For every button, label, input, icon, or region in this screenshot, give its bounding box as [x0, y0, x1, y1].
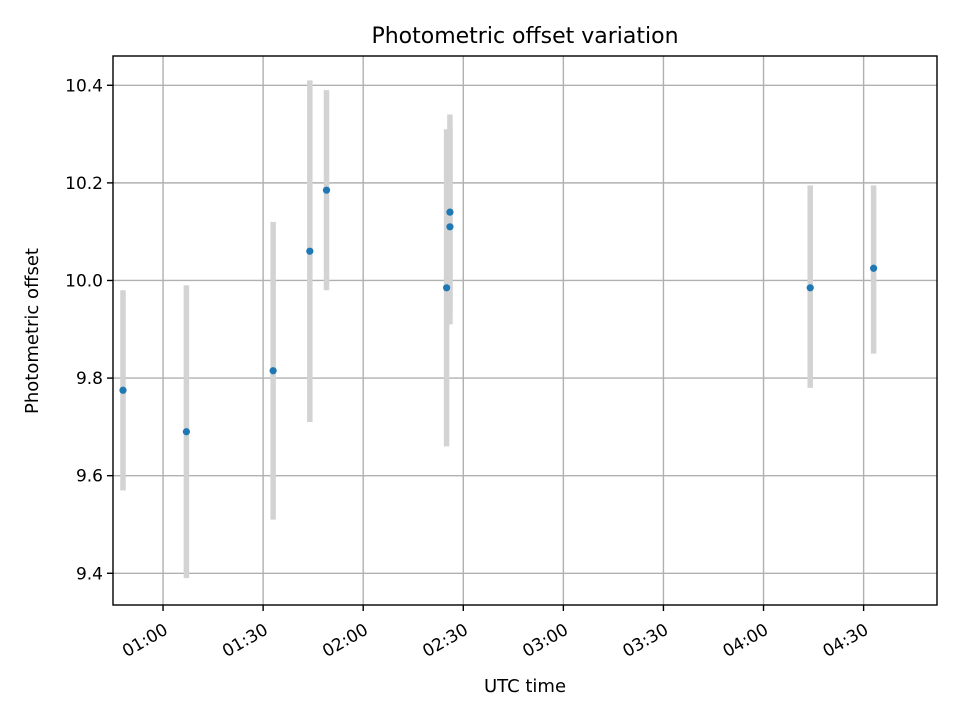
y-axis-label: Photometric offset	[22, 248, 43, 414]
x-axis-ticks: 01:00 01:30 02:00 02:30 03:00 03:30 04:00 04:30	[119, 605, 872, 662]
y-tick-label: 10.0	[65, 271, 103, 291]
data-point	[269, 367, 277, 375]
x-tick-label: 04:30	[820, 620, 872, 662]
x-axis-label: UTC time	[484, 676, 566, 697]
y-tick-label: 9.6	[76, 467, 103, 487]
x-tick-label: 03:00	[519, 620, 571, 662]
data-points	[119, 186, 878, 436]
x-tick-label: 04:00	[720, 620, 772, 662]
data-point	[443, 284, 451, 292]
data-point	[306, 247, 314, 255]
data-point	[870, 264, 878, 272]
chart-title: Photometric offset variation	[371, 24, 678, 49]
plot-frame	[112, 55, 938, 606]
data-point	[806, 284, 814, 292]
y-tick-label: 9.8	[76, 369, 103, 389]
data-point	[119, 386, 127, 394]
y-tick-label: 10.4	[65, 76, 103, 96]
x-tick-label: 01:00	[119, 620, 171, 662]
error-bars	[120, 80, 877, 579]
x-tick-label: 02:00	[319, 620, 371, 662]
data-point	[446, 208, 454, 216]
x-tick-label: 02:30	[419, 620, 471, 662]
data-point	[322, 186, 331, 194]
x-tick-label: 01:30	[219, 620, 271, 662]
y-tick-label: 10.2	[65, 174, 103, 194]
y-axis-ticks: 9.4 9.6 9.8 10.0 10.2 10.4	[65, 76, 113, 584]
grid-lines	[113, 56, 937, 605]
data-point	[182, 428, 190, 436]
data-point	[446, 223, 454, 231]
x-tick-label: 03:30	[620, 620, 672, 662]
y-tick-label: 9.4	[76, 564, 103, 584]
